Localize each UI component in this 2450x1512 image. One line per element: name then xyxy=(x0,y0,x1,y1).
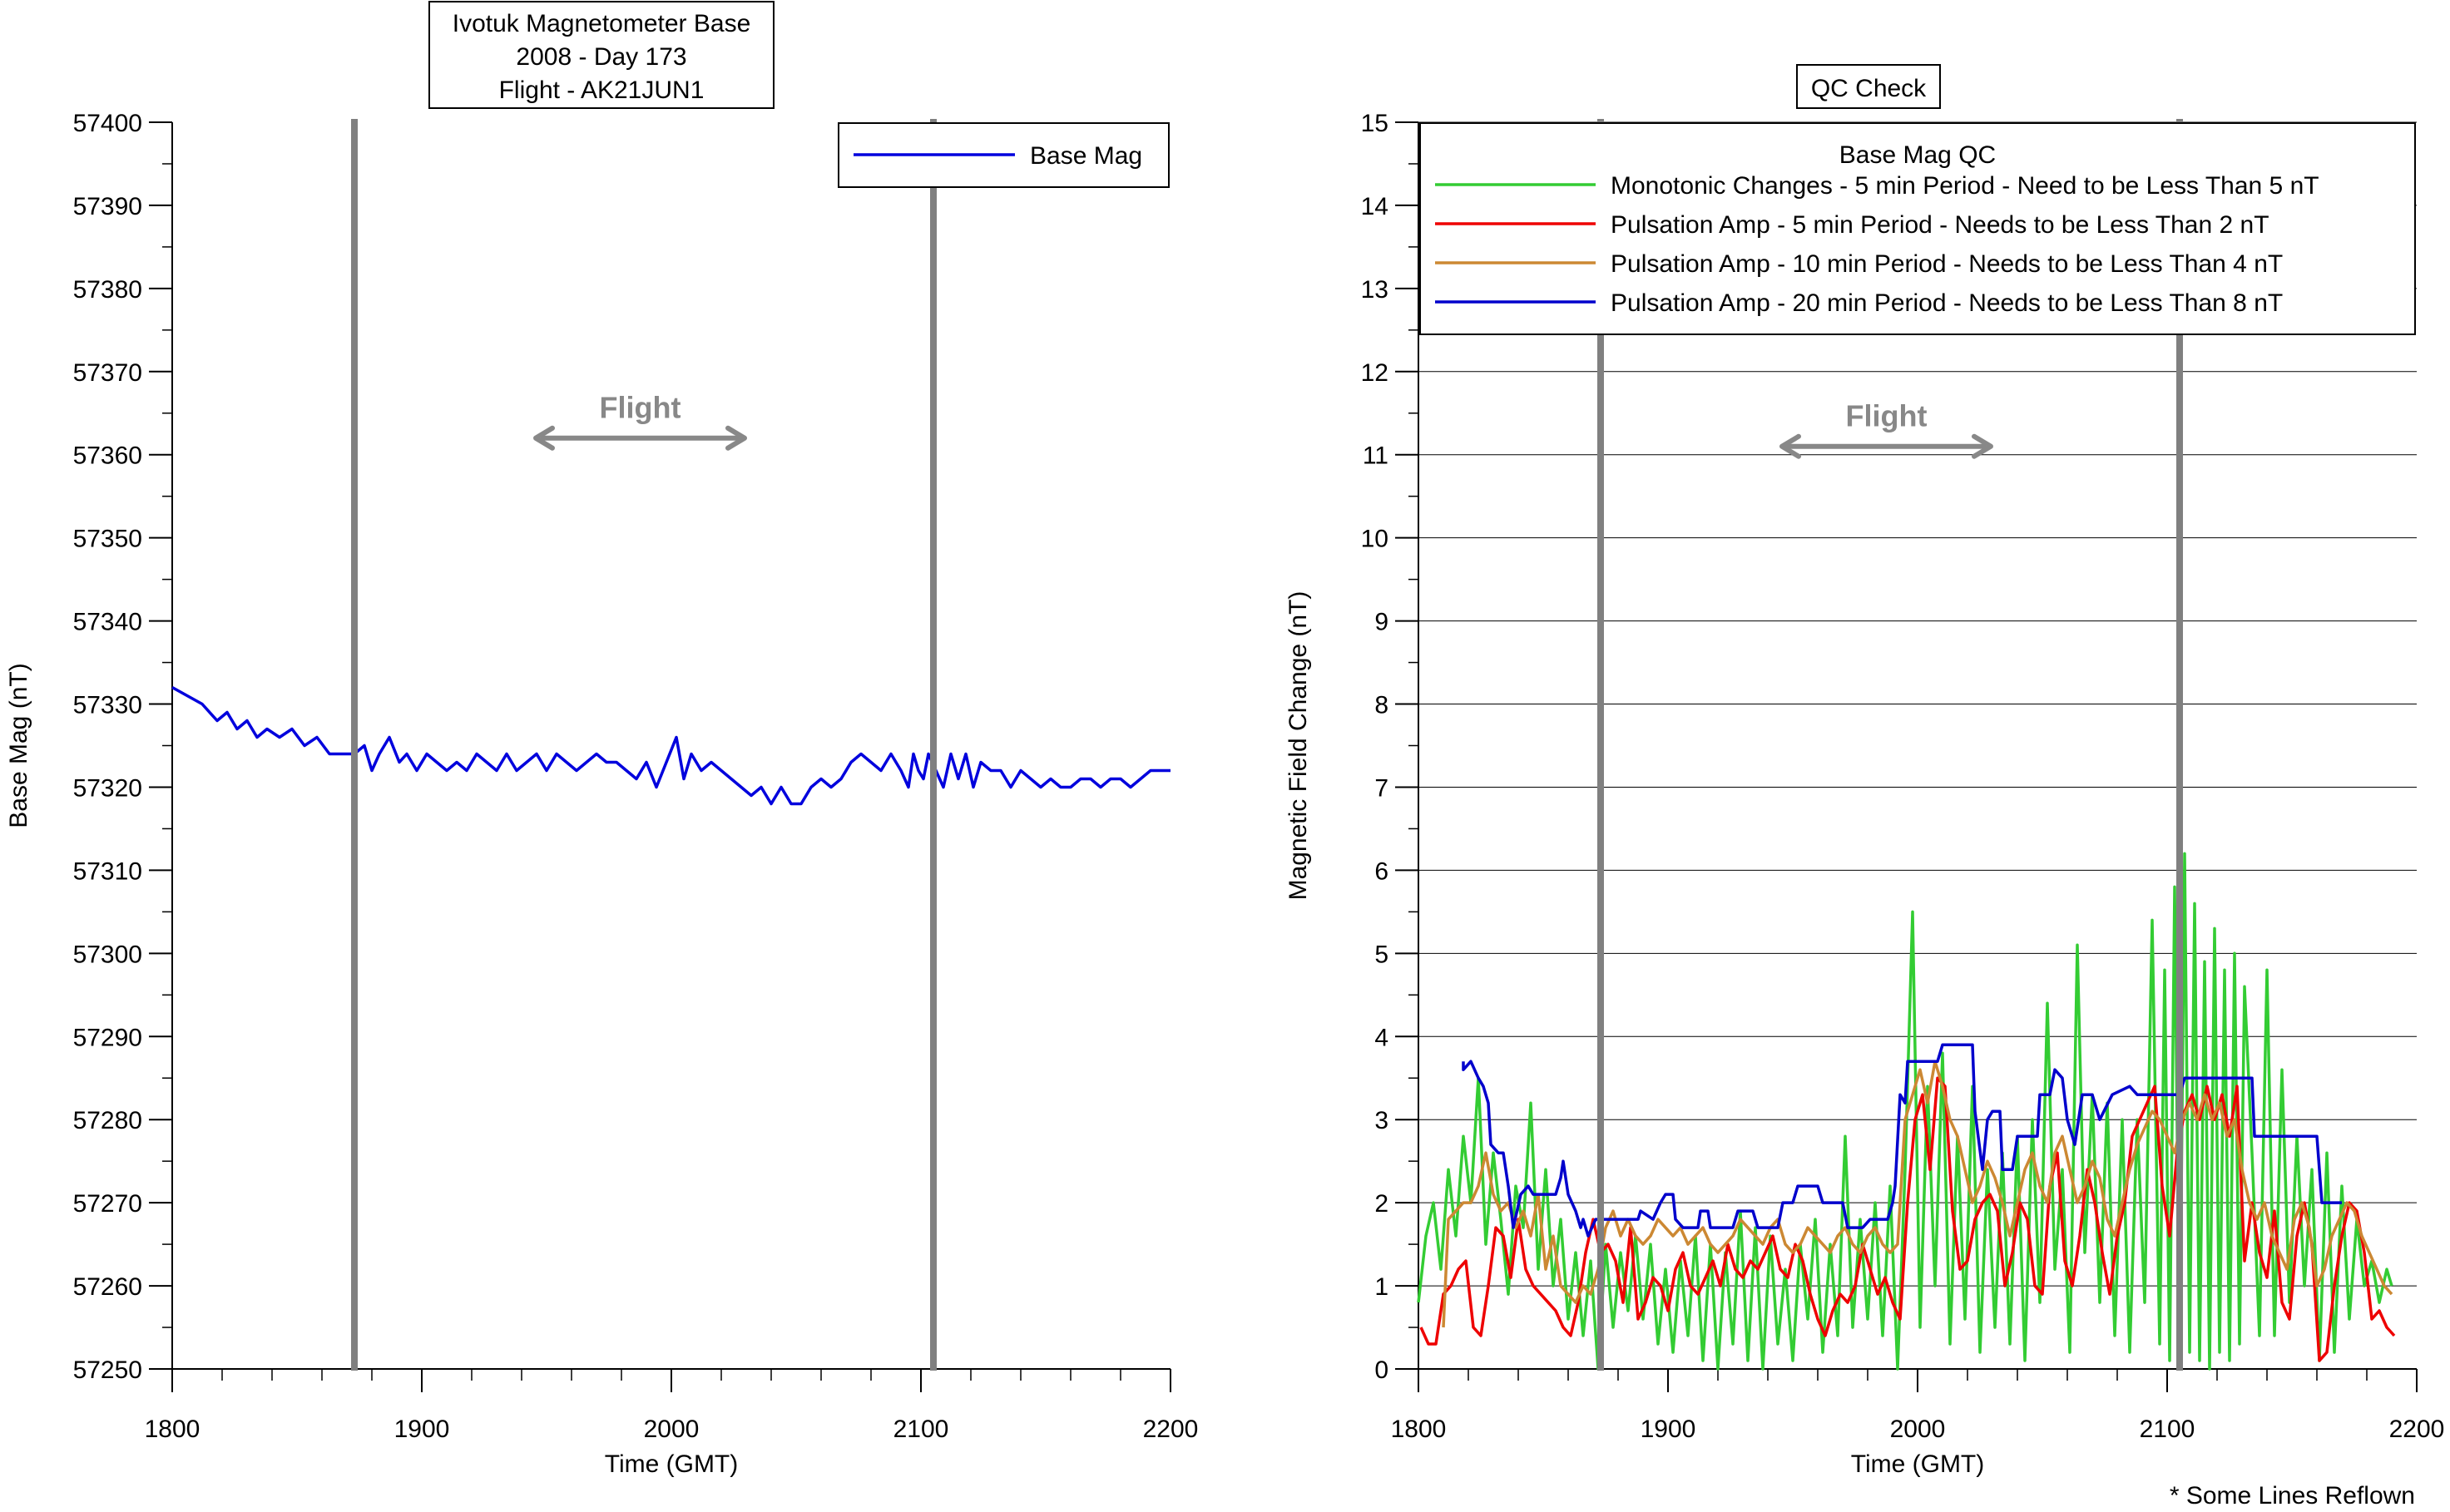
chart-title-line: 2008 - Day 173 xyxy=(516,43,686,71)
flight-arrow-right-head xyxy=(1972,433,1993,459)
y-tick-label: 3 xyxy=(1374,1107,1388,1134)
flight-arrow-left-head xyxy=(533,425,555,451)
y-tick-label: 57400 xyxy=(73,110,142,137)
x-tick-label: 2100 xyxy=(893,1416,949,1443)
y-tick-label: 57270 xyxy=(73,1190,142,1218)
title-box xyxy=(1796,64,1941,109)
y-tick-label: 57290 xyxy=(73,1024,142,1051)
y-tick-label: 57250 xyxy=(73,1356,142,1384)
y-tick-label: 57390 xyxy=(73,193,142,220)
y-tick-label: 57360 xyxy=(73,442,142,470)
series-line-1 xyxy=(1417,852,2393,1371)
x-tick-label: 2100 xyxy=(2140,1416,2195,1443)
y-axis-title: Base Mag (nT) xyxy=(5,663,32,828)
y-tick-label: 8 xyxy=(1374,692,1388,719)
series-line-1 xyxy=(171,685,1171,806)
x-tick-label: 1900 xyxy=(1641,1416,1696,1443)
chart-title: QC Check xyxy=(1811,75,1927,102)
y-tick-label: 11 xyxy=(1363,442,1388,470)
x-tick-label: 1800 xyxy=(145,1416,200,1443)
y-tick-label: 4 xyxy=(1374,1024,1388,1051)
chart-title-line: Ivotuk Magnetometer Base xyxy=(453,10,751,37)
y-tick-label: 57280 xyxy=(73,1107,142,1134)
y-tick-label: 57260 xyxy=(73,1273,142,1301)
y-tick-label: 0 xyxy=(1374,1356,1388,1384)
x-tick-label: 2200 xyxy=(1143,1416,1199,1443)
y-tick-label: 10 xyxy=(1361,526,1388,553)
legend-label-2: Pulsation Amp - 5 min Period - Needs to … xyxy=(1611,211,2269,239)
x-tick-label: 2000 xyxy=(644,1416,700,1443)
y-axis-title: Magnetic Field Change (nT) xyxy=(1284,591,1312,901)
y-tick-label: 57370 xyxy=(73,359,142,387)
legend-label-3: Pulsation Amp - 10 min Period - Needs to… xyxy=(1611,250,2283,278)
y-tick-label: 12 xyxy=(1361,359,1388,387)
title-box xyxy=(428,1,775,109)
y-tick-label: 9 xyxy=(1374,609,1388,636)
y-tick-label: 57350 xyxy=(73,526,142,553)
y-tick-label: 2 xyxy=(1374,1190,1388,1218)
legend-box xyxy=(1419,122,2416,335)
y-tick-label: 1 xyxy=(1374,1273,1388,1301)
base-mag-chart: 57250 57260 57270 57280 57290 57300 57310 57320… xyxy=(5,1,1199,1478)
y-tick-label: 57320 xyxy=(73,774,142,802)
y-tick-label: 13 xyxy=(1361,276,1388,304)
legend-label-base-mag: Base Mag xyxy=(1030,142,1142,170)
x-tick-label: 1800 xyxy=(1391,1416,1447,1443)
y-tick-label: 57300 xyxy=(73,941,142,968)
x-axis-title: Time (GMT) xyxy=(605,1450,739,1478)
chart-title-line: Flight - AK21JUN1 xyxy=(499,77,705,104)
y-tick-label: 57340 xyxy=(73,609,142,636)
x-tick-label: 1900 xyxy=(394,1416,450,1443)
x-tick-label: 2000 xyxy=(1890,1416,1946,1443)
x-axis-title: Time (GMT) xyxy=(1851,1450,1985,1478)
x-tick-label: 2200 xyxy=(2389,1416,2445,1443)
flight-label: Flight xyxy=(1846,399,1928,433)
flight-arrow-right-head xyxy=(725,425,747,451)
legend-label-4: Pulsation Amp - 20 min Period - Needs to… xyxy=(1611,289,2283,317)
legend: Base Mag xyxy=(838,122,1170,188)
y-tick-label: 57310 xyxy=(73,857,142,885)
y-tick-label: 14 xyxy=(1361,193,1388,220)
series-line-2 xyxy=(1419,1076,2396,1362)
y-tick-label: 15 xyxy=(1361,110,1388,137)
y-tick-label: 57330 xyxy=(73,692,142,719)
series-line-4 xyxy=(1462,1043,2342,1238)
legend-title: Base Mag QC xyxy=(1839,141,1996,169)
flight-label: Flight xyxy=(600,391,681,425)
legend: Base Mag QC Monotonic Changes - 5 min Per… xyxy=(1419,122,2416,335)
legend-label-1: Monotonic Changes - 5 min Period - Need … xyxy=(1611,172,2319,200)
y-tick-label: 57380 xyxy=(73,276,142,304)
y-tick-label: 6 xyxy=(1374,857,1388,885)
y-tick-label: 5 xyxy=(1374,941,1388,968)
flight-arrow-left-head xyxy=(1779,433,1801,459)
footnote: * Some Lines Reflown xyxy=(2170,1482,2415,1510)
y-tick-label: 7 xyxy=(1374,774,1388,802)
